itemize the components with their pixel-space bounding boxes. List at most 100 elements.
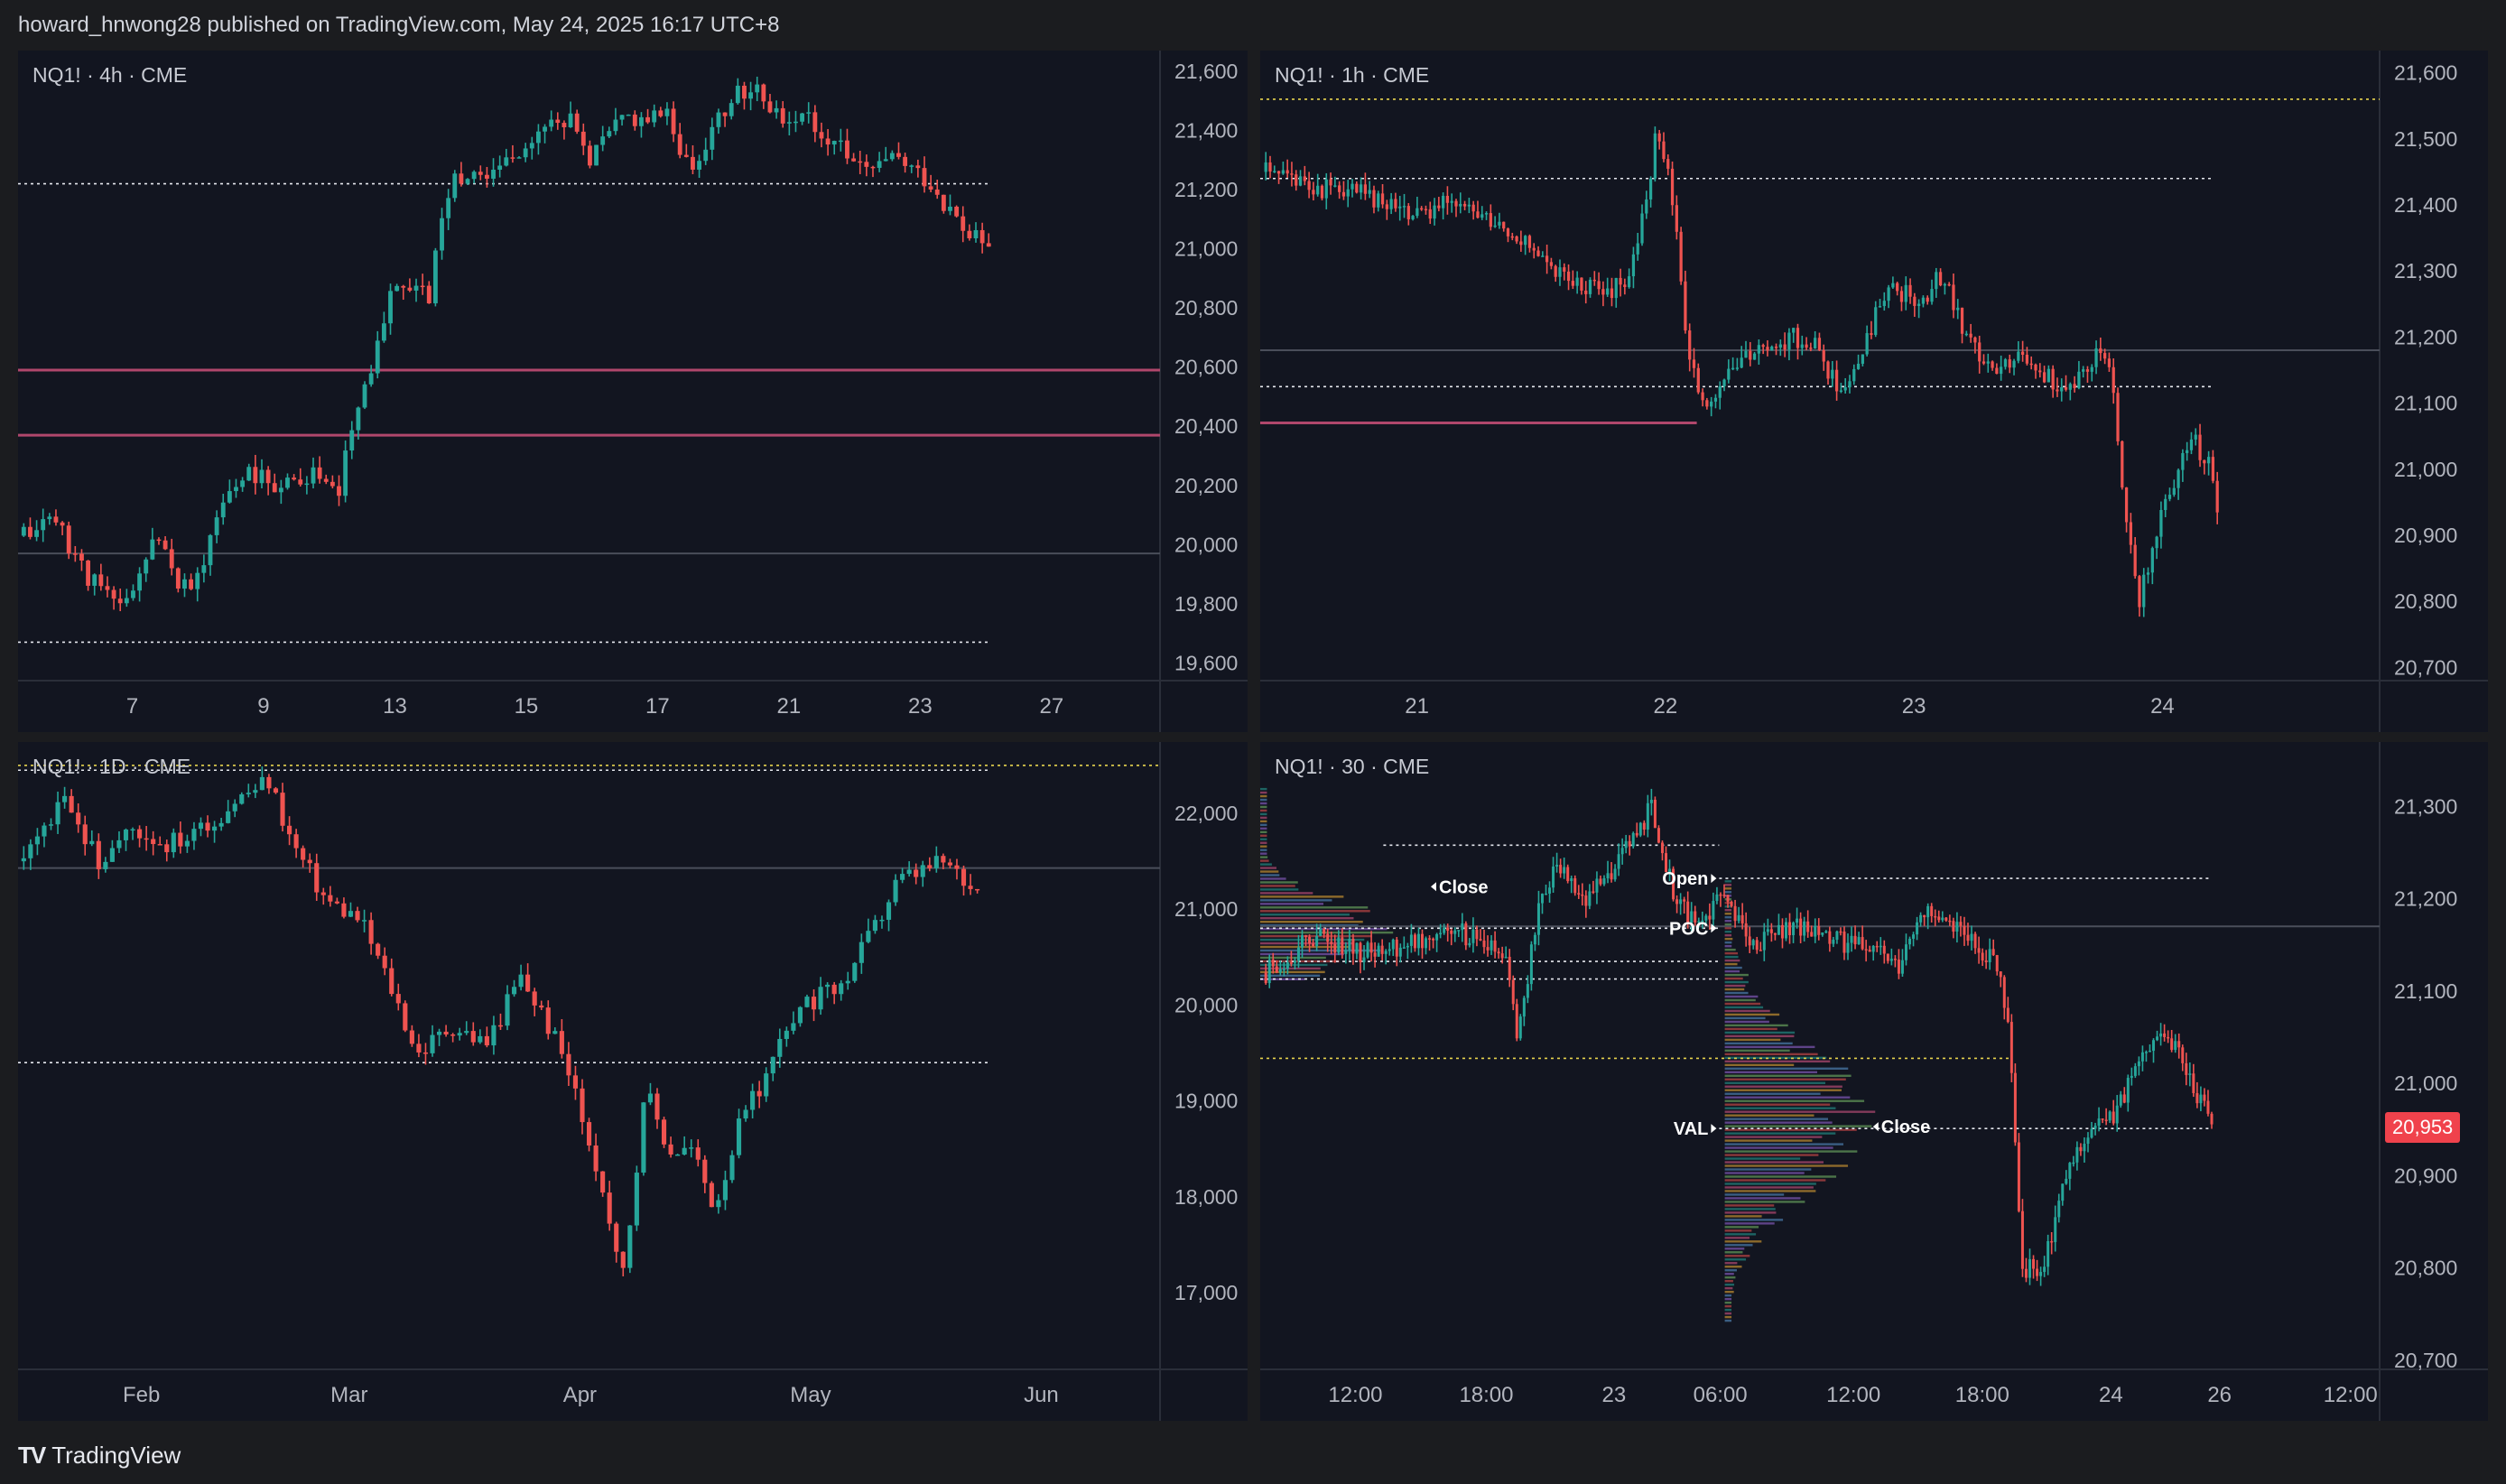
candle-body <box>1295 174 1298 186</box>
candle-body <box>156 539 162 542</box>
profile-bar <box>1260 877 1286 880</box>
candle-body <box>1355 942 1359 954</box>
candle-body <box>1570 878 1573 882</box>
candle-body <box>1267 960 1271 984</box>
candle-body <box>986 243 991 247</box>
candle-body <box>76 812 81 825</box>
candle-body <box>2181 1047 2185 1063</box>
candle-body <box>973 229 979 239</box>
candle-body <box>572 1075 579 1089</box>
chart-1d-title: NQ1! · 1D · CME <box>32 755 191 778</box>
profile-bar <box>1724 1020 1769 1024</box>
candle-body <box>1817 338 1822 350</box>
y-tick-label: 21,600 <box>1174 60 1238 83</box>
candle-body <box>1588 891 1592 906</box>
candle-body <box>1552 866 1555 888</box>
candle-body <box>1416 933 1420 949</box>
chart-1h-svg[interactable]: 21,600 21,500 21,400 21,300 21,200 21,100 21,0… <box>1260 51 2488 732</box>
candle-body <box>394 285 400 292</box>
candle-body <box>2170 1038 2174 1051</box>
candle-body <box>2036 1268 2039 1276</box>
chart-4h-svg[interactable]: 21,600 21,400 21,200 21,000 20,800 20,600 20,4… <box>18 51 1248 732</box>
candle-body <box>1988 949 1991 962</box>
profile-bar <box>1724 891 1732 894</box>
y-tick-label: 20,700 <box>2394 655 2457 679</box>
profile-bar <box>1724 1009 1770 1013</box>
candle-body <box>1730 901 1733 906</box>
candle-body <box>1366 942 1369 958</box>
footer: TV TradingView <box>18 1439 181 1471</box>
profile-bar <box>1724 923 1732 926</box>
candle-body <box>416 1043 422 1053</box>
candle-body <box>903 156 908 166</box>
candle-body <box>497 1025 504 1027</box>
candle-body <box>1991 949 1995 956</box>
candle-body <box>311 467 316 484</box>
chart-30m-svg[interactable]: 21,300 21,200 21,100 21,000 20,900 20,800 20,7… <box>1260 742 2488 1421</box>
candle-body <box>446 198 451 218</box>
x-tick-label: 21 <box>1405 694 1429 719</box>
candle-body <box>1871 945 1875 952</box>
candle-body <box>900 874 905 880</box>
chart-panel-1h[interactable]: 21,600 21,500 21,400 21,300 21,200 21,100 21,0… <box>1260 51 2488 732</box>
candle-body <box>1999 971 2002 978</box>
candle-body <box>2012 360 2016 368</box>
candle-body <box>562 123 567 127</box>
candle-body <box>491 170 496 179</box>
candle-body <box>105 586 110 590</box>
candle-body <box>96 840 101 869</box>
candle-body <box>137 573 143 591</box>
candle-body <box>652 110 657 123</box>
profile-bar <box>1724 1056 1827 1060</box>
y-tick-label: 20,600 <box>1174 356 1238 379</box>
candle-body <box>748 92 754 99</box>
candle-body <box>1744 350 1748 358</box>
candle-body <box>2093 1126 2097 1129</box>
x-tick-label: 23 <box>908 694 933 719</box>
candle-body <box>1665 853 1667 873</box>
candle-body <box>2194 434 2197 440</box>
candle-body <box>722 1180 729 1201</box>
chart-panel-30m[interactable]: 21,300 21,200 21,100 21,000 20,900 20,800 20,7… <box>1260 742 2488 1421</box>
candle-body <box>1475 929 1479 940</box>
candle-body <box>2003 359 2008 367</box>
candle-body <box>1573 878 1577 894</box>
candle-body <box>1290 173 1294 175</box>
footer-brand[interactable]: TradingView <box>51 1441 181 1469</box>
candle-body <box>1264 972 1267 984</box>
candle-body <box>511 987 517 995</box>
candle-body <box>1450 200 1453 203</box>
candle-body <box>1660 842 1664 854</box>
candle-body <box>1787 332 1791 350</box>
profile-bar <box>1260 881 1298 884</box>
chart-panel-4h[interactable]: 21,600 21,400 21,200 21,000 20,800 20,600 20,4… <box>18 51 1248 732</box>
candle-body <box>2029 363 2033 366</box>
profile-bar <box>1260 938 1365 941</box>
profile-bar <box>1260 970 1325 974</box>
candle-body <box>1930 289 1934 302</box>
candle-body <box>232 803 237 812</box>
candle-body <box>967 230 972 239</box>
candle-body <box>2188 1073 2192 1075</box>
chart-panel-1d[interactable]: 22,000 21,000 20,000 19,000 18,000 17,000 Feb M… <box>18 742 1248 1421</box>
candle-body <box>1446 927 1450 931</box>
candle-body <box>1606 288 1610 295</box>
candles <box>21 766 980 1276</box>
chart-1d-svg[interactable]: 22,000 21,000 20,000 19,000 18,000 17,000 Feb M… <box>18 742 1248 1421</box>
tradingview-logo-icon[interactable]: TV <box>18 1441 46 1469</box>
candle-body <box>1584 290 1588 294</box>
candle-body <box>21 526 26 536</box>
candle-body <box>2051 368 2055 390</box>
candle-body <box>1822 349 1825 362</box>
candle-body <box>1879 945 1882 948</box>
y-tick-label: 20,800 <box>1174 296 1238 320</box>
candle-body <box>1675 899 1679 904</box>
candles <box>1264 126 2219 617</box>
x-tick-label: 21 <box>777 694 802 719</box>
profile-bar <box>1724 937 1733 941</box>
candle-body <box>1964 333 1968 336</box>
candle-body <box>961 216 966 231</box>
candle-body <box>293 834 299 849</box>
candle-body <box>471 172 477 180</box>
candle-body <box>1751 940 1755 946</box>
